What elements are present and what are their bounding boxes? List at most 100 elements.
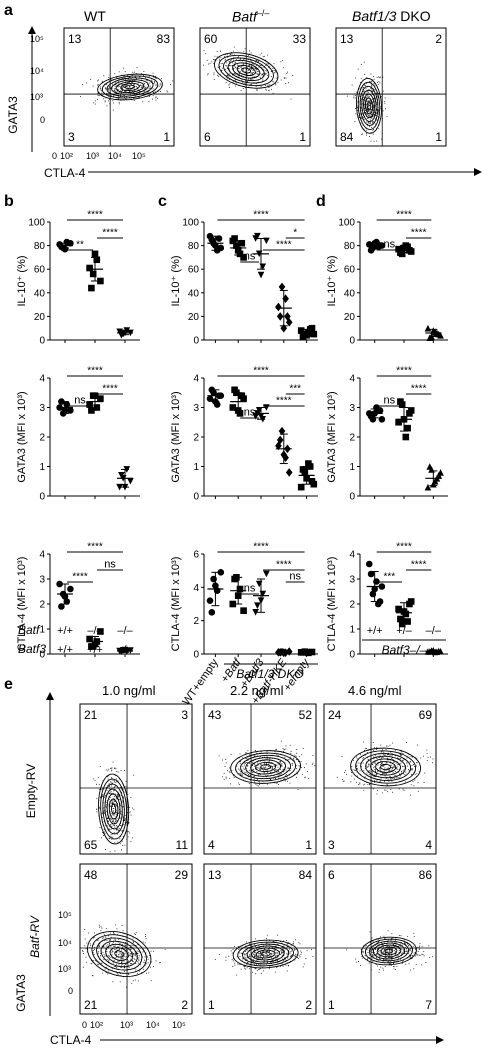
e-empty-2-event [243, 764, 245, 766]
e-empty-1-contours [98, 773, 130, 845]
a-dko-event [366, 100, 368, 102]
e-empty-1-event [124, 814, 126, 816]
e-batf-1-event [146, 955, 148, 957]
a-batf-ko-event [271, 71, 272, 73]
a-dko-event [376, 104, 378, 105]
e-batf-3-event [408, 952, 410, 954]
a-batf-ko-event [232, 65, 234, 66]
a-dko-event [360, 106, 362, 108]
a-batf-ko-event [238, 65, 240, 67]
a-dko-contour [363, 93, 375, 119]
e-batf-3-event [387, 939, 389, 941]
e-empty-3-event [385, 777, 387, 779]
a-wt-event [128, 89, 130, 91]
a-dko-event [377, 119, 378, 121]
e-batf-3-event [404, 953, 405, 954]
c-plot-0-ytick-label: 40 [188, 288, 200, 299]
a-wt-event [124, 94, 125, 96]
e-batf-2-event [265, 952, 267, 954]
e-empty-2-event [247, 762, 249, 763]
e-batf-1-event [121, 964, 123, 965]
c-plot-0-point [276, 312, 284, 321]
a-wt-contour [115, 81, 145, 93]
a-dko-event [377, 95, 379, 97]
a-dko-event [370, 101, 372, 102]
e-empty-3-event [395, 755, 396, 757]
a-batf-ko-q-ll: 6 [204, 130, 211, 144]
e-batf-2-event [290, 950, 292, 952]
e-batf-3-event [360, 949, 362, 950]
a-batf-ko-event [229, 73, 231, 75]
e-batf-2-event [289, 952, 291, 954]
b-plot-0-point [118, 331, 125, 339]
e-batf-3-event [378, 971, 380, 973]
c-plot-1-point [310, 480, 318, 488]
a-dko-event [369, 116, 371, 117]
e-batf-2-event [248, 965, 250, 967]
e-empty-3-event [390, 769, 392, 771]
e-batf-2-event [255, 956, 257, 958]
a-dko-event [376, 93, 377, 95]
e-empty-3-event [373, 756, 375, 758]
a-batf-ko-event [257, 73, 258, 75]
e-empty-3-event [407, 765, 408, 767]
a-batf-ko-event [260, 77, 261, 79]
a-wt-event [118, 78, 120, 80]
a-dko-event [376, 109, 378, 111]
e-batf-3-event [402, 949, 404, 951]
e-batf-2-event [283, 945, 285, 947]
a-wt-event [129, 91, 130, 92]
a-dko-event [366, 97, 367, 99]
e-empty-2-event [273, 775, 275, 777]
e-empty-3-event [379, 767, 381, 769]
e-empty-3-event [412, 768, 414, 770]
d-plot-2-ytick-label: 2 [349, 600, 355, 611]
e-empty-3-event [417, 782, 419, 784]
e-empty-2-event [256, 779, 258, 781]
e-empty-1-event [107, 817, 109, 819]
e-empty-2-event [267, 763, 269, 765]
e-batf-2-event [266, 952, 268, 954]
e-batf-3-event [405, 947, 406, 948]
e-empty-3-q-ul: 24 [328, 708, 342, 722]
e-empty-3-event [375, 773, 377, 775]
a-dko-event [371, 117, 373, 119]
e-empty-1-event [109, 792, 111, 794]
e-empty-3-event [371, 764, 373, 765]
e-batf-2-event [266, 963, 268, 965]
e-batf-3-event [388, 951, 390, 953]
e-empty-2-event [263, 772, 265, 774]
e-empty-3-event [388, 770, 390, 772]
d-plot-1-point [407, 407, 415, 414]
a-dko-event [367, 114, 369, 116]
a-wt-event [152, 95, 154, 97]
c-plot-1-sig-label: ns [244, 407, 256, 419]
e-empty-2-event [268, 766, 269, 767]
a-wt-event [115, 93, 117, 94]
e-batf-2-event [254, 962, 256, 963]
e-empty-1-event [109, 798, 111, 800]
e-empty-1-event [116, 805, 117, 807]
e-empty-1-event [111, 823, 113, 825]
e-empty-2-event [278, 771, 280, 773]
c-plot-0-sig-label: **** [276, 240, 292, 251]
e-empty-1-event [104, 831, 105, 833]
e-batf-1-event [105, 928, 107, 930]
e-empty-3-event [391, 764, 393, 766]
e-batf-2-event [282, 954, 284, 956]
e-empty-2-event [253, 776, 255, 777]
e-empty-3-event [392, 772, 394, 774]
a-batf-ko-event [225, 76, 227, 78]
e-batf-3-event [384, 938, 385, 940]
e-empty-2-event [297, 773, 298, 775]
e-empty-1-event [110, 777, 112, 779]
panel-label-c: c [158, 193, 167, 210]
a-batf-ko-event [252, 79, 254, 81]
e-batf-3-contour [384, 948, 394, 954]
c-plot-0-point [257, 271, 265, 279]
e-empty-3-event [432, 762, 433, 764]
e-batf-1-event [153, 966, 154, 967]
a-batf-ko-event [227, 78, 228, 80]
e-batf-3-event [419, 954, 421, 956]
e-batf-2-event [260, 968, 261, 970]
